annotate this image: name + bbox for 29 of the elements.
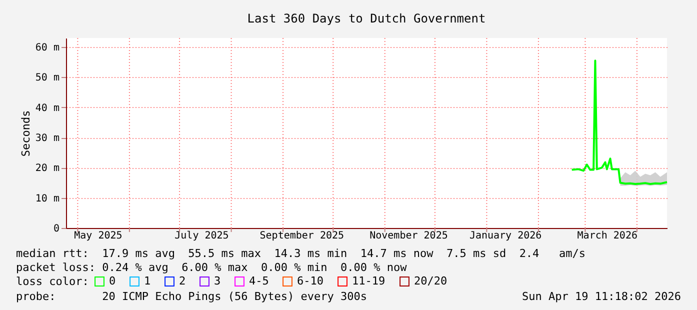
y-tick-label: 40 m: [35, 102, 60, 114]
y-tick-label: 10 m: [35, 193, 60, 204]
y-axis-title: Seconds: [19, 110, 32, 157]
y-tick-label: 0: [53, 224, 60, 234]
x-tick-label: May 2025: [74, 230, 122, 242]
legend-label: 6-10: [297, 274, 324, 288]
text: Sun Apr 19 11:18:02 2026: [522, 290, 681, 303]
text: packet loss: 0.24 % avg 6.00 % max 0.00 % min 0.00 % now: [16, 261, 408, 274]
legend-label: 11-19: [352, 274, 386, 288]
legend-label: 1: [144, 274, 151, 288]
legend-label: 3: [214, 274, 221, 288]
y-tick-label: 60 m: [35, 42, 60, 54]
legend-title: loss color:: [16, 275, 89, 288]
legend-label: 2: [179, 274, 186, 288]
y-tick-label: 50 m: [35, 72, 60, 84]
x-tick-label: November 2025: [370, 230, 448, 242]
x-tick-label: July 2025: [174, 230, 229, 242]
legend-label: 20/20: [414, 274, 448, 288]
y-tick-label: 20 m: [35, 163, 60, 174]
x-tick-label: September 2025: [260, 230, 344, 242]
text: probe: 20 ICMP Echo Pings (56 Bytes) every 300s: [16, 290, 367, 303]
legend-label: 0: [109, 274, 116, 288]
text: median rtt: 17.9 ms avg 55.5 ms max 14.3 ms min 14.7 ms now 7.5 ms sd 2.4 am/s: [16, 247, 586, 260]
x-tick-label: January 2026: [469, 230, 542, 242]
chart-title: Last 360 Days to Dutch Government: [247, 12, 486, 26]
x-tick-label: March 2026: [577, 230, 638, 242]
y-tick-label: 30 m: [35, 133, 60, 144]
legend-label: 4-5: [249, 274, 269, 288]
line-series: [570, 60, 668, 185]
